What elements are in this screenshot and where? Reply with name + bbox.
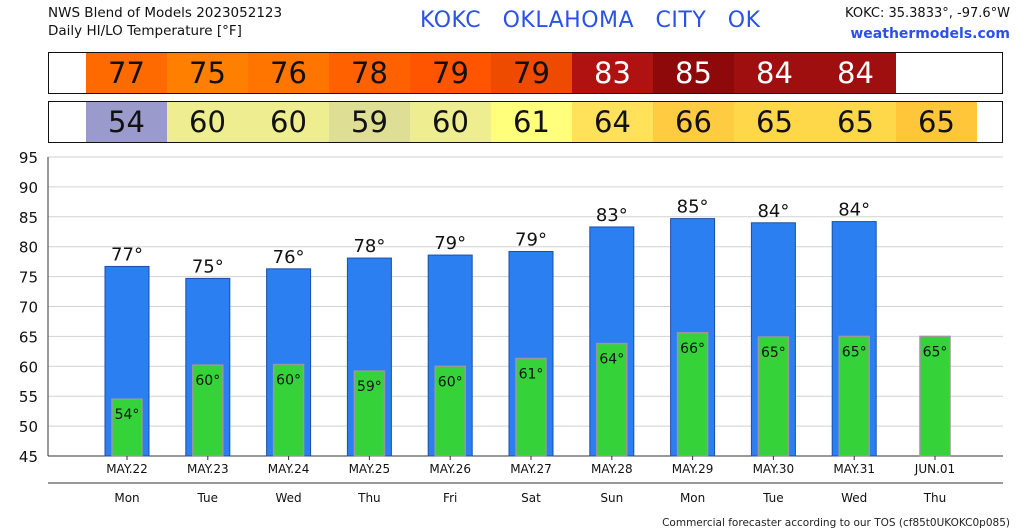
high-strip-cell-0: 77 (86, 53, 167, 93)
date-label-MAY.30: MAY.30 (753, 462, 795, 476)
y-tick-label-75: 75 (19, 269, 38, 287)
high-temp-label-MAY.23: 75° (192, 256, 224, 277)
date-label-MAY.28: MAY.28 (591, 462, 633, 476)
high-temp-label-MAY.28: 83° (596, 205, 628, 226)
y-tick-label-90: 90 (19, 179, 38, 197)
station-coordinates: KOKC: 35.3833°, -97.6°W (845, 6, 1010, 21)
low-temp-label-MAY.30: 65° (761, 345, 786, 361)
low-temperature-strip: 54 60 60 59 60 61 64 66 65 65 65 (48, 101, 1003, 143)
chart-subtitle-block: NWS Blend of Models 2023052123 Daily HI/… (48, 4, 282, 40)
low-temp-label-MAY.29: 66° (680, 341, 705, 357)
low-temp-bar-MAY.30 (757, 336, 790, 457)
low-temp-label-JUN.01: 65° (923, 344, 948, 360)
low-strip-cell-2: 60 (248, 102, 329, 142)
date-label-MAY.27: MAY.27 (510, 462, 552, 476)
low-strip-cell-1: 60 (167, 102, 248, 142)
weekday-label-MAY.24: Wed (276, 491, 302, 505)
variable-title: Daily HI/LO Temperature [°F] (48, 23, 242, 39)
low-strip-cell-10: 65 (896, 102, 977, 142)
weekday-label-MAY.27: Sat (521, 491, 541, 505)
weekday-label-MAY.23: Tue (197, 491, 219, 505)
low-temp-bar-MAY.28 (596, 342, 628, 457)
high-strip-cell-4: 79 (410, 53, 491, 93)
high-temp-label-MAY.26: 79° (434, 233, 466, 254)
date-label-MAY.26: MAY.26 (429, 462, 471, 476)
low-strip-cell-7: 66 (653, 102, 734, 142)
high-strip-cell-5: 79 (491, 53, 572, 93)
low-temp-bar-JUN.01 (919, 335, 951, 457)
y-tick-label-70: 70 (19, 299, 38, 317)
high-strip-cell-8: 84 (734, 53, 815, 93)
low-temp-bar-MAY.23 (192, 364, 224, 457)
high-strip-cell-6: 83 (572, 53, 653, 93)
high-strip-cell-2: 76 (248, 53, 329, 93)
low-temp-label-MAY.28: 64° (599, 352, 624, 368)
weekday-label-MAY.30: Tue (762, 491, 784, 505)
date-label-MAY.25: MAY.25 (349, 462, 391, 476)
low-strip-cell-5: 61 (491, 102, 572, 142)
low-temp-label-MAY.31: 65° (842, 344, 867, 360)
low-strip-cell-6: 64 (572, 102, 653, 142)
y-tick-label-95: 95 (19, 150, 38, 167)
date-label-MAY.23: MAY.23 (187, 462, 229, 476)
high-strip-cell-9: 84 (815, 53, 896, 93)
low-strip-cell-0: 54 (86, 102, 167, 142)
date-label-JUN.01: JUN.01 (914, 462, 955, 476)
header-right: KOKC: 35.3833°, -97.6°W weathermodels.co… (845, 4, 1010, 44)
temperature-chart: 45 50 55 60 65 70 75 80 85 90 95 77° 54° MAY.22 Mon 75°… (19, 150, 1003, 505)
model-run-title: NWS Blend of Models 2023052123 (48, 5, 283, 21)
low-temp-bar-MAY.22 (111, 398, 143, 457)
weekday-label-MAY.31: Wed (841, 491, 867, 505)
high-temperature-strip: 77 75 76 78 79 79 83 85 84 84 (48, 52, 1003, 94)
low-temp-label-MAY.26: 60° (438, 374, 463, 390)
low-temp-bar-MAY.25 (353, 370, 386, 457)
high-strip-cell-3: 78 (329, 53, 410, 93)
date-label-MAY.29: MAY.29 (672, 462, 714, 476)
low-temp-label-MAY.23: 60° (195, 373, 220, 389)
high-strip-cell-7: 85 (653, 53, 734, 93)
low-temp-label-MAY.27: 61° (519, 367, 544, 383)
date-label-MAY.31: MAY.31 (833, 462, 875, 476)
low-temp-bar-MAY.26 (434, 365, 466, 457)
y-tick-label-85: 85 (19, 209, 38, 227)
high-temp-label-MAY.22: 77° (111, 244, 143, 265)
low-temp-bar-MAY.27 (515, 357, 547, 457)
high-temp-label-MAY.24: 76° (273, 247, 305, 268)
high-temp-label-MAY.29: 85° (677, 197, 709, 218)
high-temp-label-MAY.27: 79° (515, 229, 547, 250)
y-tick-label-80: 80 (19, 239, 38, 257)
high-strip-cell-1: 75 (167, 53, 248, 93)
low-temp-label-MAY.24: 60° (276, 373, 301, 389)
low-strip-cell-9: 65 (815, 102, 896, 142)
y-tick-label-50: 50 (19, 418, 38, 436)
high-temp-label-MAY.25: 78° (353, 236, 385, 257)
low-strip-cell-3: 59 (329, 102, 410, 142)
y-tick-label-55: 55 (19, 388, 38, 406)
low-strip-cell-4: 60 (410, 102, 491, 142)
footer-disclaimer: Commercial forecaster according to our T… (662, 517, 1010, 529)
high-temp-label-MAY.31: 84° (838, 200, 870, 221)
weekday-label-MAY.29: Mon (680, 491, 705, 505)
low-temp-bar-MAY.29 (676, 332, 709, 457)
weekday-label-MAY.22: Mon (114, 491, 139, 505)
low-temp-label-MAY.22: 54° (115, 407, 140, 423)
high-temp-label-MAY.30: 84° (757, 201, 789, 222)
y-tick-label-60: 60 (19, 358, 38, 376)
site-link[interactable]: weathermodels.com (850, 26, 1010, 42)
date-label-MAY.24: MAY.24 (268, 462, 310, 476)
low-temp-bar-MAY.24 (272, 363, 305, 457)
weekday-label-MAY.28: Sun (600, 491, 623, 505)
station-title: KOKC OKLAHOMA CITY OK (420, 8, 761, 33)
weekday-label-MAY.25: Thu (357, 491, 381, 505)
y-tick-label-45: 45 (19, 448, 38, 466)
low-strip-cell-8: 65 (734, 102, 815, 142)
weekday-label-MAY.26: Fri (443, 491, 457, 505)
low-temp-label-MAY.25: 59° (357, 379, 382, 395)
weekday-label-JUN.01: Thu (923, 491, 947, 505)
date-label-MAY.22: MAY.22 (106, 462, 148, 476)
y-tick-label-65: 65 (19, 328, 38, 346)
